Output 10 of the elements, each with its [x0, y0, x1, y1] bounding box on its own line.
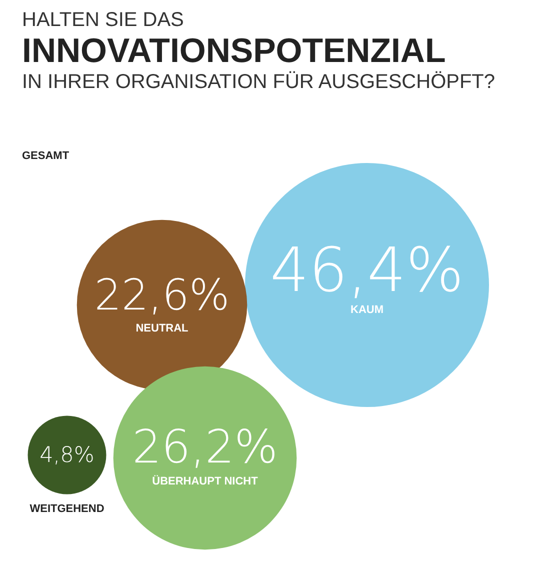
- category-label: WEITGEHEND: [30, 503, 104, 516]
- data-label: 26,2%: [132, 420, 278, 474]
- category-label: KAUM: [350, 304, 384, 316]
- data-label: 46,4%: [270, 235, 464, 306]
- data-label: 4,8%: [40, 442, 94, 468]
- text: GESAMT: [22, 150, 70, 162]
- category-label: ÜBERHAUPT NICHT: [152, 474, 258, 488]
- data-label: 22,6%: [94, 270, 230, 320]
- text: HALTEN SIE DAS INNOVATIONSPOTENZIAL IN IHRER ORGANISATION FÜR AUSGESCHÖPFT?: [22, 8, 496, 94]
- category-label: NEUTRAL: [136, 322, 189, 334]
